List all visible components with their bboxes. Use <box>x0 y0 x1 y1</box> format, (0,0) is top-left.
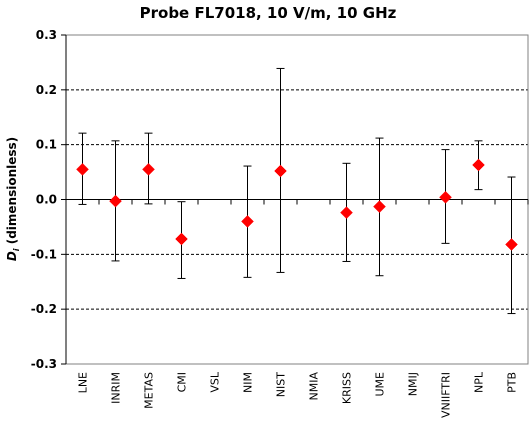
x-tick-label: KRISS <box>341 372 354 404</box>
data-point <box>175 232 188 246</box>
y-tick-label: 0.1 <box>36 138 57 152</box>
y-tick-label: -0.1 <box>31 247 57 261</box>
x-tick-label: NIST <box>275 372 288 397</box>
data-point <box>373 200 386 213</box>
y-tick-label: 0.2 <box>36 83 57 97</box>
y-axis-label-rest: (dimensionless) <box>5 137 19 249</box>
x-tick-label: VNIIFTRI <box>440 372 453 418</box>
x-tick-label: METAS <box>143 372 156 409</box>
plot-area: -0.3 -0.2 -0.1 0.0 0.1 0.2 0.3 LNE INRIM METAS CMI… <box>31 28 529 418</box>
y-axis-label-main: D <box>5 251 19 261</box>
x-tick-label: LNE <box>77 372 90 393</box>
y-tick-label: -0.3 <box>31 357 57 371</box>
x-tick-label: NMIA <box>308 372 321 401</box>
data-point <box>439 190 452 204</box>
data-point <box>472 158 485 172</box>
y-tick-label: 0.0 <box>36 193 57 207</box>
y-tick-label: -0.2 <box>31 302 57 316</box>
x-tick-label: NIM <box>242 372 255 393</box>
x-tick-label: UME <box>374 372 387 397</box>
x-tick-label: NPL <box>473 371 486 393</box>
x-tick-label: VSL <box>209 371 222 393</box>
data-point <box>241 215 254 228</box>
x-tick-label: CMI <box>176 372 189 392</box>
data-point <box>274 164 287 178</box>
y-axis-label-subscript: i <box>12 248 21 251</box>
data-point <box>109 194 122 208</box>
y-tick-label: 0.3 <box>36 28 57 42</box>
data-point <box>76 162 89 176</box>
data-point <box>505 238 518 251</box>
x-tick-label: INRIM <box>110 372 123 404</box>
x-tick-label: PTB <box>506 372 519 393</box>
data-point <box>340 206 353 220</box>
x-tick-label: NMIJ <box>407 372 420 396</box>
chart-title: Probe FL7018, 10 V/m, 10 GHz <box>140 4 397 22</box>
data-point <box>142 162 155 176</box>
y-axis-label: Di (dimensionless) <box>5 137 21 261</box>
